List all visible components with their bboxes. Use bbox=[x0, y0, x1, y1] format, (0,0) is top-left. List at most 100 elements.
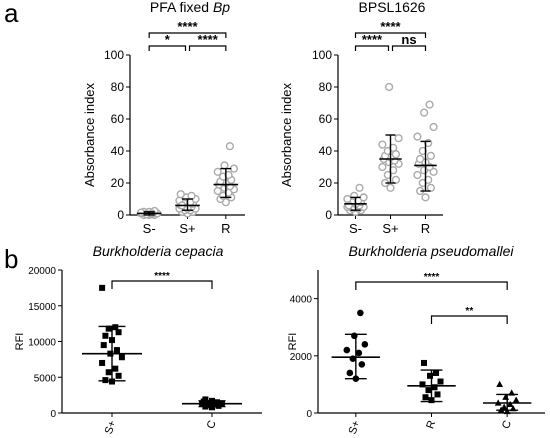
data-point bbox=[413, 170, 422, 180]
data-point bbox=[213, 399, 220, 406]
data-point bbox=[358, 361, 366, 368]
data-point bbox=[385, 82, 394, 92]
data-point bbox=[361, 341, 369, 348]
data-point bbox=[351, 332, 358, 340]
data-point bbox=[425, 100, 434, 109]
significance-label: **** bbox=[380, 19, 401, 34]
data-point bbox=[112, 324, 119, 331]
y-tick-label: 60 bbox=[111, 112, 125, 126]
x-tick-label: S- bbox=[349, 221, 362, 236]
data-point bbox=[433, 369, 439, 376]
y-tick-label: 40 bbox=[111, 144, 125, 158]
data-point bbox=[115, 372, 122, 379]
y-tick-label: 10000 bbox=[28, 338, 56, 349]
data-point bbox=[112, 365, 119, 372]
x-tick-label: C bbox=[500, 419, 514, 431]
x-tick-label: S+ bbox=[347, 419, 363, 436]
data-point bbox=[500, 403, 508, 410]
data-point bbox=[413, 132, 422, 141]
y-tick-label: 0 bbox=[117, 208, 124, 222]
data-point bbox=[506, 400, 514, 408]
significance-label: **** bbox=[177, 19, 198, 34]
significance-label: * bbox=[165, 32, 171, 47]
data-point bbox=[378, 140, 387, 149]
data-point bbox=[355, 183, 364, 192]
significance-label: **** bbox=[198, 32, 219, 47]
significance-bracket bbox=[111, 280, 213, 289]
panel-b-label: b bbox=[4, 244, 18, 274]
data-point bbox=[102, 377, 109, 384]
data-point bbox=[421, 359, 427, 366]
x-tick-label: R bbox=[221, 221, 230, 236]
data-point bbox=[343, 194, 352, 204]
chart-title-italic: Burkholderia pseudomallei bbox=[349, 243, 515, 259]
x-tick-label: R bbox=[421, 221, 430, 236]
data-point bbox=[421, 193, 430, 202]
data-point bbox=[391, 175, 401, 184]
data-point bbox=[229, 164, 239, 173]
y-tick-label: 2000 bbox=[290, 352, 313, 363]
data-point bbox=[422, 394, 429, 401]
data-point bbox=[378, 162, 387, 172]
chart-title-italic: Burkholderia cepacia bbox=[93, 243, 224, 259]
data-point bbox=[118, 354, 125, 361]
data-point bbox=[429, 122, 438, 132]
significance-label: ** bbox=[465, 306, 473, 317]
chart-title: Burkholderia cepacia bbox=[93, 243, 224, 259]
y-axis-label: RFI bbox=[14, 333, 26, 351]
y-axis-label: Absorbance index bbox=[279, 82, 294, 187]
data-point bbox=[419, 381, 426, 388]
data-point bbox=[225, 142, 234, 151]
significance-label: **** bbox=[424, 272, 440, 283]
data-point bbox=[416, 154, 425, 164]
data-point bbox=[215, 402, 222, 409]
data-point bbox=[355, 349, 363, 357]
significance-bracket bbox=[355, 281, 508, 290]
data-point bbox=[187, 191, 196, 200]
data-point bbox=[109, 378, 115, 385]
y-tick-label: 100 bbox=[312, 48, 332, 62]
significance-bracket bbox=[430, 315, 508, 324]
y-tick-label: 100 bbox=[104, 48, 124, 62]
panel-a-label: a bbox=[4, 0, 19, 28]
y-tick-label: 4000 bbox=[290, 295, 313, 306]
chart-title: PFA fixed Bp bbox=[150, 0, 230, 15]
chart-title-italic: Bp bbox=[213, 0, 230, 15]
chart-4: Burkholderia pseudomallei RFI 0 2000 4000 S+ R… bbox=[287, 243, 545, 436]
data-point bbox=[427, 372, 433, 379]
data-point bbox=[394, 134, 403, 143]
data-point bbox=[420, 108, 429, 117]
x-tick-label: S- bbox=[143, 221, 156, 236]
data-point bbox=[213, 167, 222, 176]
data-point bbox=[434, 391, 441, 398]
chart-1: PFA fixed Bp Absorbance index 0 20 40 60 80 100… bbox=[82, 0, 245, 236]
data-point bbox=[350, 191, 359, 200]
significance-bracket bbox=[354, 32, 427, 38]
data-point bbox=[105, 325, 112, 332]
x-tick-label: R bbox=[424, 419, 438, 431]
y-axis-label: RFI bbox=[287, 333, 299, 351]
significance-bracket bbox=[148, 45, 187, 51]
data-point bbox=[113, 347, 120, 354]
data-point bbox=[425, 387, 432, 394]
chart-title: BPSL1626 bbox=[359, 0, 426, 15]
y-tick-label: 20 bbox=[319, 176, 333, 190]
y-tick-label: 60 bbox=[319, 112, 333, 126]
data-point bbox=[437, 378, 444, 385]
significance-bracket bbox=[354, 45, 390, 51]
significance-bracket bbox=[148, 32, 227, 38]
data-point bbox=[115, 329, 122, 336]
data-point bbox=[209, 404, 215, 411]
x-tick-label: S+ bbox=[179, 221, 195, 236]
chart-2: BPSL1626 Absorbance index 0 20 40 60 80 100 S- S+… bbox=[279, 0, 443, 236]
data-point bbox=[431, 384, 438, 391]
y-tick-label: 20 bbox=[111, 176, 125, 190]
data-point bbox=[343, 346, 351, 354]
x-tick-label: S+ bbox=[382, 221, 398, 236]
data-point bbox=[359, 193, 368, 202]
data-point bbox=[426, 183, 436, 192]
data-point bbox=[105, 369, 112, 376]
y-tick-label: 15000 bbox=[28, 302, 56, 313]
x-tick-label: C bbox=[205, 419, 219, 431]
